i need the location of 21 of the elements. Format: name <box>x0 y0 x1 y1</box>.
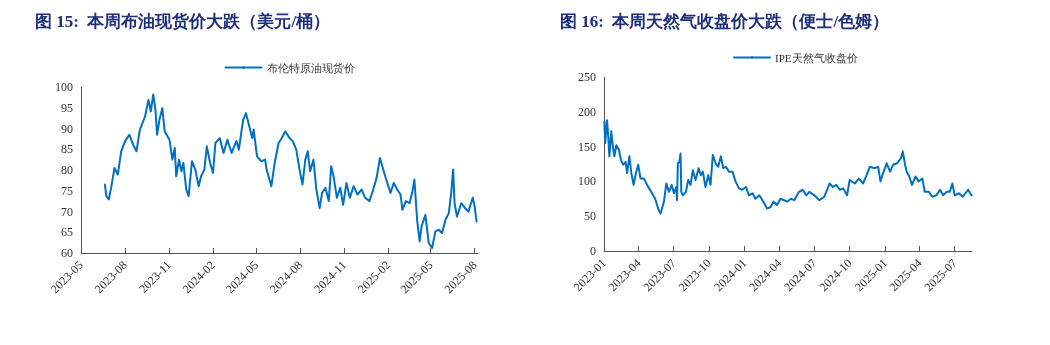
y-tick-label: 250 <box>578 70 596 84</box>
y-tick-label: 50 <box>584 209 596 224</box>
legend-label: 布伦特原油现货价 <box>266 61 355 74</box>
line-series <box>103 93 478 250</box>
y-tick-label: 70 <box>61 204 73 219</box>
y-tick-label: 100 <box>578 174 596 189</box>
y-tick-label: 80 <box>61 163 73 177</box>
y-tick-label: 100 <box>55 80 73 94</box>
y-tick-label: 90 <box>61 121 73 136</box>
y-tick-label: 65 <box>61 225 73 240</box>
chart-title: 图 16: 本周天然气收盘价大跌（便士/色姆） <box>560 12 890 31</box>
y-tick-label: 95 <box>61 100 73 115</box>
y-tick-label: 60 <box>61 246 73 260</box>
y-tick-label: 0 <box>590 244 596 258</box>
y-tick-label: 150 <box>578 139 596 154</box>
line-series <box>603 119 973 215</box>
y-tick-label: 200 <box>578 104 596 119</box>
chart-title: 图 15: 本周布油现货价大跌（美元/桶） <box>35 12 331 31</box>
y-tick-label: 75 <box>61 183 73 198</box>
y-tick-label: 85 <box>61 142 73 157</box>
legend-label: IPE天然气收盘价 <box>775 51 858 64</box>
